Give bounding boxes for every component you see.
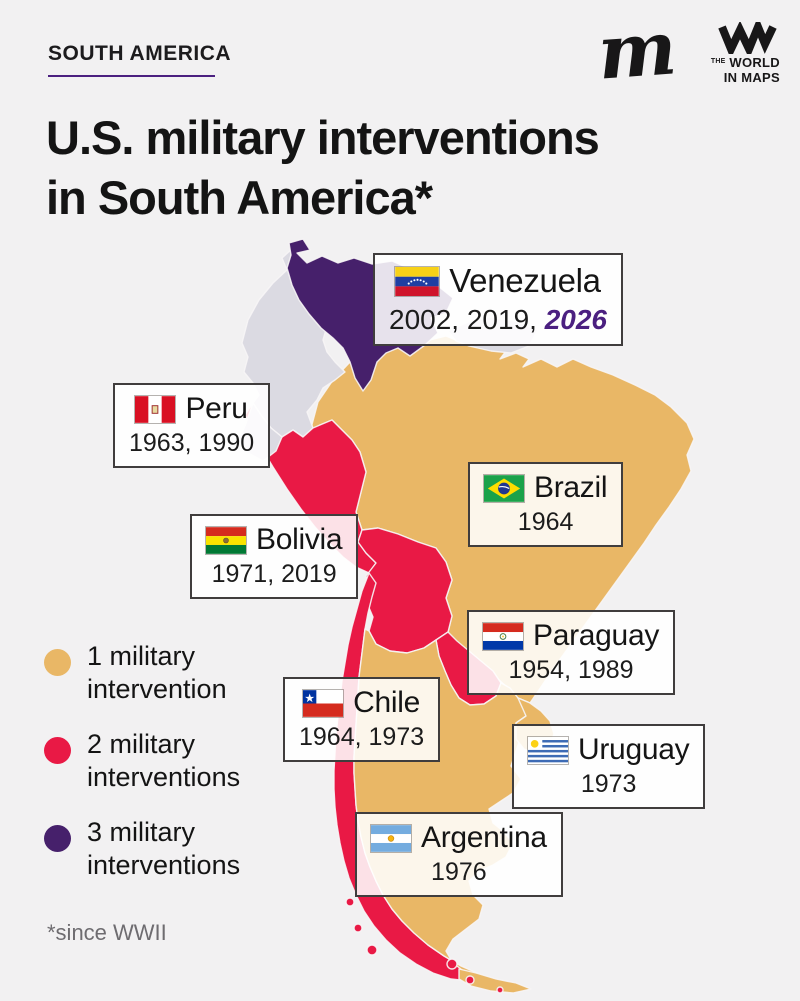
country-name: Venezuela: [449, 262, 601, 299]
venezuela-flag-icon: [394, 265, 441, 297]
map-chilean-island: [446, 958, 458, 970]
country-name: Paraguay: [533, 619, 660, 652]
title-line-2: in South America*: [46, 171, 433, 224]
kicker-underline: [48, 75, 215, 77]
legend-label: intervention: [87, 674, 227, 704]
label-brazil: Brazil 1964: [468, 462, 624, 547]
label-bolivia: Bolivia 1971, 2019: [190, 514, 359, 599]
legend-label: interventions: [87, 762, 241, 792]
title-line-1: U.S. military interventions: [46, 111, 600, 164]
map-chilean-island: [496, 986, 504, 994]
label-chile: Chile 1964, 1973: [283, 677, 441, 762]
country-name: Argentina: [421, 821, 547, 854]
argentina-flag-icon: [370, 823, 412, 853]
intervention-years: 1964, 1973: [299, 723, 425, 751]
label-uruguay: Uruguay 1973: [512, 724, 706, 809]
map-tierra-del-fuego: [458, 968, 532, 994]
intervention-years: 1963, 1990: [129, 429, 255, 457]
country-name: Peru: [185, 392, 248, 425]
world-in-maps-logo: THE WORLD IN MAPS: [688, 22, 780, 85]
intervention-years: 2002, 2019, 2026: [389, 304, 607, 335]
footnote: *since WWII: [47, 920, 167, 945]
page-title: U.S. military interventions in South Ame…: [46, 108, 600, 228]
kicker: SOUTH AMERICA: [48, 42, 232, 65]
label-argentina: Argentina 1976: [355, 812, 563, 897]
country-name: Chile: [353, 686, 420, 719]
legend-label: 1 military: [87, 641, 196, 671]
intervention-years: 1971, 2019: [211, 560, 337, 588]
legend-item-2-interventions: 2 military interventions: [44, 728, 240, 794]
chile-flag-icon: [302, 688, 345, 718]
legend-label: interventions: [87, 850, 241, 880]
legend-label: 3 military: [87, 817, 196, 847]
label-peru: Peru 1963, 1990: [113, 383, 271, 468]
map-chilean-island: [353, 923, 363, 933]
country-name: Uruguay: [578, 733, 690, 766]
legend-label: 2 military: [87, 729, 196, 759]
map-chilean-island: [345, 897, 355, 907]
map-chilean-island: [465, 975, 475, 985]
legend: 1 military intervention 2 military inter…: [44, 640, 240, 904]
intervention-years: 1954, 1989: [508, 656, 634, 684]
paraguay-flag-icon: [482, 621, 524, 651]
label-paraguay: Paraguay 1954, 1989: [467, 610, 676, 695]
map-chilean-island: [366, 944, 378, 956]
intervention-years: 1976: [431, 858, 487, 886]
bolivia-flag-icon: [205, 525, 247, 555]
country-name: Bolivia: [256, 523, 343, 556]
label-venezuela: Venezuela 2002, 2019, 2026: [373, 253, 623, 346]
brazil-flag-icon: [483, 473, 525, 503]
legend-dot-1-intervention: [44, 649, 71, 676]
intervention-years: 1964: [517, 508, 574, 536]
intervention-years: 1973: [580, 770, 637, 798]
uruguay-flag-icon: [527, 735, 569, 765]
logo-text: THE WORLD IN MAPS: [710, 55, 780, 85]
legend-item-1-intervention: 1 military intervention: [44, 640, 240, 706]
country-name: Brazil: [534, 471, 608, 504]
wm-zigzag-icon: [718, 22, 777, 54]
legend-dot-3-interventions: [44, 825, 71, 852]
m-monogram-logo: m: [595, 5, 680, 97]
peru-flag-icon: [134, 394, 177, 424]
legend-dot-2-interventions: [44, 737, 71, 764]
legend-item-3-interventions: 3 military interventions: [44, 816, 240, 882]
